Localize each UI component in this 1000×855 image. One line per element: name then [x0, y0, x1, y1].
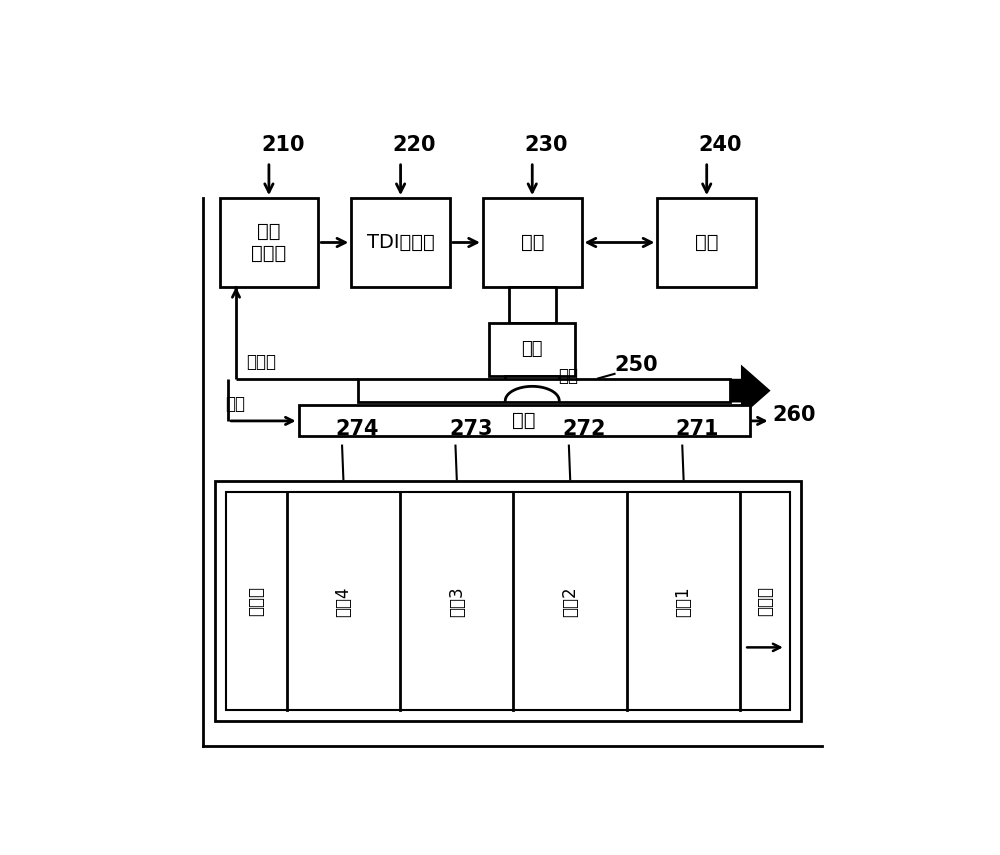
Polygon shape [731, 364, 771, 416]
Text: 230: 230 [524, 134, 568, 155]
Text: 加速区: 加速区 [247, 587, 265, 616]
Text: 274: 274 [335, 419, 379, 439]
Text: 平台
控制器: 平台 控制器 [251, 222, 287, 263]
Text: 滑片: 滑片 [559, 368, 579, 386]
Text: 驱动: 驱动 [225, 395, 245, 413]
Text: 210: 210 [261, 134, 305, 155]
Text: 271: 271 [676, 419, 719, 439]
Text: 220: 220 [393, 134, 436, 155]
Text: 放大: 放大 [522, 340, 543, 358]
Text: TDI控制器: TDI控制器 [367, 233, 434, 252]
Text: 相机: 相机 [521, 233, 544, 252]
Text: 272: 272 [562, 419, 606, 439]
Text: 主机: 主机 [695, 233, 718, 252]
Text: 图像4: 图像4 [334, 586, 352, 616]
FancyBboxPatch shape [215, 481, 801, 722]
Text: 240: 240 [699, 134, 742, 155]
FancyBboxPatch shape [483, 198, 582, 287]
Text: 编码器: 编码器 [246, 353, 276, 371]
Text: 图像3: 图像3 [448, 586, 466, 616]
FancyBboxPatch shape [489, 323, 575, 376]
FancyBboxPatch shape [509, 287, 556, 323]
FancyBboxPatch shape [358, 379, 730, 402]
Text: 250: 250 [615, 355, 658, 374]
FancyBboxPatch shape [505, 376, 559, 401]
Text: 260: 260 [773, 405, 816, 425]
FancyBboxPatch shape [351, 198, 450, 287]
FancyBboxPatch shape [299, 405, 750, 436]
FancyBboxPatch shape [226, 492, 790, 711]
Text: 273: 273 [449, 419, 492, 439]
Text: 图像1: 图像1 [675, 586, 693, 616]
Text: 平台: 平台 [512, 411, 536, 430]
Text: 图像2: 图像2 [561, 586, 579, 616]
FancyBboxPatch shape [220, 198, 318, 287]
FancyBboxPatch shape [657, 198, 756, 287]
Text: 加速器: 加速器 [756, 587, 774, 616]
